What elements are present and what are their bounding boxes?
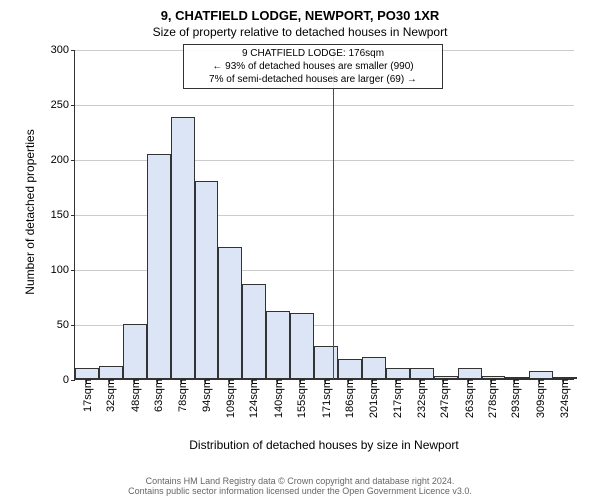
ytick-label: 100 (35, 264, 75, 276)
histogram-bar (242, 284, 266, 379)
xtick-label: 78sqm (173, 379, 189, 412)
xtick-label: 293sqm (506, 379, 522, 418)
xtick-label: 48sqm (126, 379, 142, 412)
annotation-line2: ← 93% of detached houses are smaller (99… (188, 60, 438, 73)
xtick-label: 124sqm (244, 379, 260, 418)
annotation-line3: 7% of semi-detached houses are larger (6… (188, 73, 438, 86)
histogram-bar (75, 368, 99, 379)
xtick-label: 201sqm (364, 379, 380, 418)
annotation-line1: 9 CHATFIELD LODGE: 176sqm (188, 47, 438, 60)
histogram-bar (147, 154, 171, 380)
xtick-label: 94sqm (197, 379, 213, 412)
ytick-label: 0 (35, 374, 75, 386)
xtick-label: 324sqm (555, 379, 571, 418)
chart-container: 9, CHATFIELD LODGE, NEWPORT, PO30 1XR Si… (0, 0, 600, 500)
histogram-bar (386, 368, 410, 379)
xtick-label: 155sqm (292, 379, 308, 418)
xtick-label: 186sqm (340, 379, 356, 418)
chart-title-line1: 9, CHATFIELD LODGE, NEWPORT, PO30 1XR (0, 0, 600, 23)
xtick-label: 171sqm (317, 379, 333, 418)
xtick-label: 140sqm (269, 379, 285, 418)
gridline (75, 105, 574, 106)
histogram-bar (218, 247, 242, 379)
xtick-label: 278sqm (483, 379, 499, 418)
xtick-label: 232sqm (412, 379, 428, 418)
histogram-bar (99, 366, 123, 379)
marker-line (333, 50, 334, 379)
xtick-label: 309sqm (531, 379, 547, 418)
xtick-label: 17sqm (78, 379, 94, 412)
xtick-label: 247sqm (435, 379, 451, 418)
ytick-label: 150 (35, 209, 75, 221)
ytick-label: 200 (35, 154, 75, 166)
histogram-bar (362, 357, 386, 379)
histogram-bar (410, 368, 434, 379)
histogram-bar (290, 313, 314, 379)
ytick-label: 300 (35, 44, 75, 56)
histogram-bar (314, 346, 338, 379)
histogram-bar (123, 324, 147, 379)
plot-area: 05010015020025030017sqm32sqm48sqm63sqm78… (74, 50, 574, 380)
annotation-box: 9 CHATFIELD LODGE: 176sqm ← 93% of detac… (183, 44, 443, 89)
xtick-label: 217sqm (388, 379, 404, 418)
xtick-label: 109sqm (221, 379, 237, 418)
xtick-label: 263sqm (460, 379, 476, 418)
ytick-label: 50 (35, 319, 75, 331)
histogram-bar (338, 359, 362, 379)
xtick-label: 32sqm (101, 379, 117, 412)
histogram-bar (458, 368, 482, 379)
x-axis-label: Distribution of detached houses by size … (74, 438, 574, 452)
histogram-bar (195, 181, 219, 379)
histogram-bar (529, 371, 553, 379)
y-axis-label: Number of detached properties (23, 112, 37, 312)
xtick-label: 63sqm (149, 379, 165, 412)
chart-title-line2: Size of property relative to detached ho… (0, 25, 600, 39)
footer-attribution: Contains HM Land Registry data © Crown c… (0, 476, 600, 496)
ytick-label: 250 (35, 99, 75, 111)
histogram-bar (171, 117, 195, 379)
histogram-bar (266, 311, 290, 379)
